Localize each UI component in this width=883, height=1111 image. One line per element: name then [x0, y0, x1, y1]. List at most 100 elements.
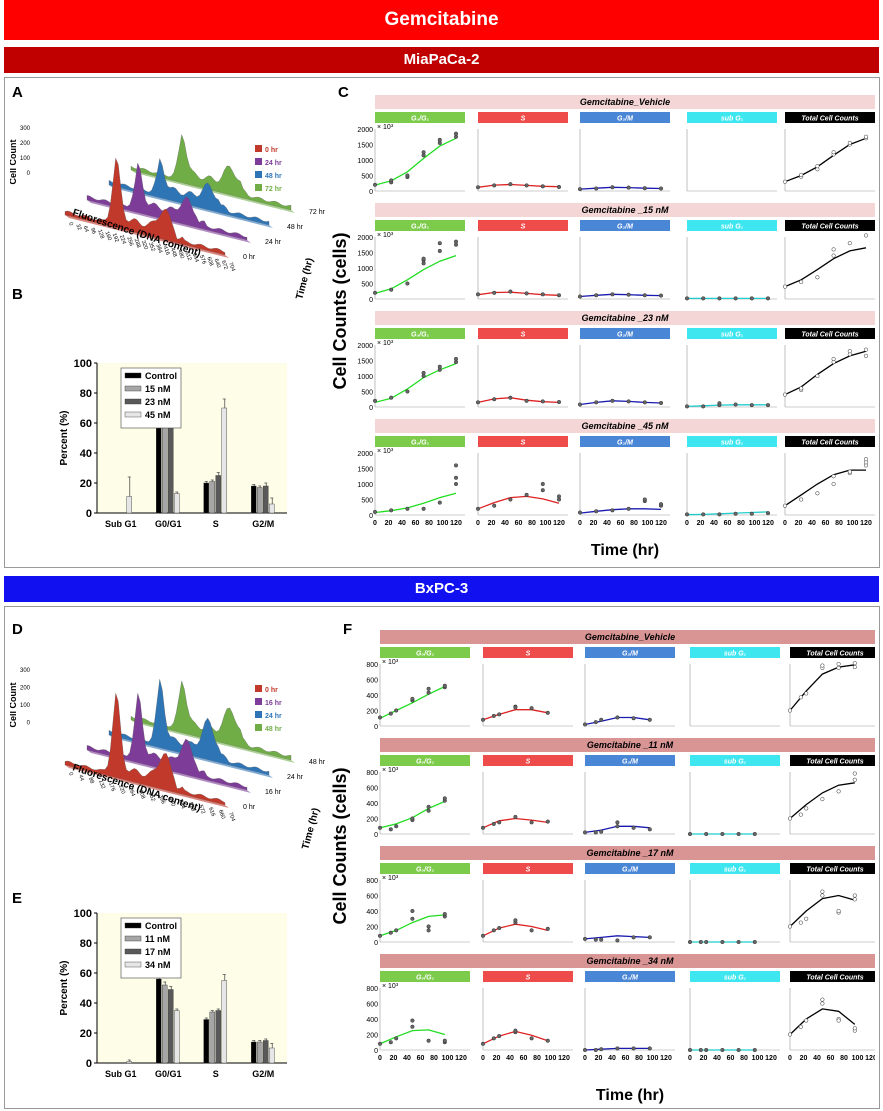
- data-point: [698, 939, 703, 945]
- column-header: [785, 112, 875, 123]
- data-point: [577, 510, 583, 515]
- time-label: 24 hr: [287, 774, 304, 781]
- x-tick-label: 704: [227, 262, 236, 273]
- x-tick-label: 40: [403, 1055, 411, 1062]
- data-point: [480, 933, 486, 938]
- x-tick-label: 396: [157, 794, 166, 805]
- fit-curve: [784, 137, 867, 183]
- column-header-label: G₂/M: [617, 224, 633, 231]
- data-point: [524, 183, 529, 188]
- data-point: [863, 457, 869, 462]
- histogram-layer-72-hr: [130, 134, 292, 211]
- data-point: [491, 928, 496, 933]
- x-tick-label: 100: [642, 520, 654, 527]
- x-tick-label: 80: [630, 520, 638, 527]
- x-tick-label: 352: [147, 242, 156, 253]
- data-point: [453, 239, 459, 244]
- column-header: [690, 755, 780, 766]
- x-tick-label: 100: [540, 520, 552, 527]
- drug-banner: Gemcitabine: [4, 0, 879, 40]
- data-point: [815, 373, 820, 379]
- data-point: [720, 1047, 725, 1053]
- multiplier-label: × 10³: [377, 124, 394, 131]
- column-header: [687, 328, 777, 339]
- fit-curve: [789, 664, 855, 711]
- data-point: [453, 131, 459, 136]
- column-header-label: Total Cell Counts: [806, 867, 863, 874]
- x-tick-label: 384: [154, 243, 163, 254]
- fit-curve: [477, 495, 560, 510]
- y-tick-label: 800: [366, 662, 378, 669]
- data-point: [599, 937, 604, 942]
- fit-curve: [579, 293, 662, 298]
- data-point: [577, 294, 583, 299]
- data-point: [684, 296, 690, 301]
- y-tick-label: 1500: [357, 143, 373, 150]
- data-point: [720, 831, 725, 837]
- data-point: [524, 291, 529, 296]
- data-point: [626, 506, 631, 511]
- column-header: [687, 112, 777, 123]
- x-tick-label: 40: [710, 520, 718, 527]
- data-point: [804, 916, 809, 921]
- data-point: [836, 665, 841, 670]
- data-point: [372, 290, 378, 295]
- data-point: [593, 937, 598, 942]
- x-tick-label: 440: [167, 797, 176, 808]
- data-point: [752, 939, 757, 945]
- column-header-label: Total Cell Counts: [806, 759, 863, 766]
- column-header: [483, 755, 573, 766]
- legend-swatch: [255, 724, 262, 731]
- data-point: [394, 824, 399, 829]
- data-point: [658, 400, 664, 406]
- column-header: [790, 971, 875, 982]
- data-point: [492, 183, 497, 188]
- y-tick-label: 80: [80, 388, 92, 400]
- data-point: [642, 400, 647, 405]
- x-tick-label: 256: [125, 236, 134, 247]
- legend-swatch: [124, 398, 142, 405]
- legend-label: 15 nM: [145, 384, 171, 394]
- legend-swatch: [255, 158, 262, 165]
- column-header-label: G₀/G₁: [411, 440, 430, 447]
- legend-swatch: [124, 922, 142, 929]
- column-header-label: S: [526, 759, 531, 766]
- y-tick-label: 0: [369, 405, 373, 412]
- data-point: [426, 924, 431, 929]
- panel-label-c: C: [338, 84, 349, 101]
- legend-swatch: [255, 145, 262, 152]
- y-tick-label: 100: [20, 156, 31, 162]
- y-tick-label: 0: [374, 1048, 378, 1055]
- data-point: [798, 920, 803, 925]
- x-tick-label: 704: [227, 812, 236, 823]
- multiplier-label: × 10³: [377, 232, 394, 239]
- data-point: [615, 820, 620, 825]
- data-point: [540, 481, 545, 487]
- y-tick-label: 80: [80, 938, 92, 950]
- y-tick-label: 40: [80, 448, 92, 460]
- data-point: [749, 403, 754, 408]
- column-header: [483, 971, 573, 982]
- data-point: [594, 293, 599, 298]
- x-tick-label: 576: [198, 254, 207, 265]
- column-header: [478, 436, 568, 447]
- column-header-label: G₀/G₁: [416, 759, 435, 766]
- x-tick-label: 40: [813, 1055, 821, 1062]
- column-header-label: G₂/M: [617, 332, 633, 339]
- data-point: [798, 812, 803, 817]
- data-point: [626, 399, 631, 404]
- x-tick-label: 288: [133, 238, 142, 249]
- y-tick-label: 0: [27, 171, 31, 177]
- x-tick-label: 120: [762, 520, 774, 527]
- data-point: [736, 831, 741, 837]
- x-tick-label: 100: [847, 520, 859, 527]
- x-tick-label: 60: [622, 1055, 630, 1062]
- time-label: 16 hr: [265, 789, 282, 796]
- data-point: [593, 1047, 598, 1053]
- bar: [156, 421, 162, 514]
- category-label: S: [213, 1069, 219, 1079]
- fit-curve: [579, 186, 662, 190]
- data-point: [377, 715, 383, 720]
- data-point: [545, 926, 550, 931]
